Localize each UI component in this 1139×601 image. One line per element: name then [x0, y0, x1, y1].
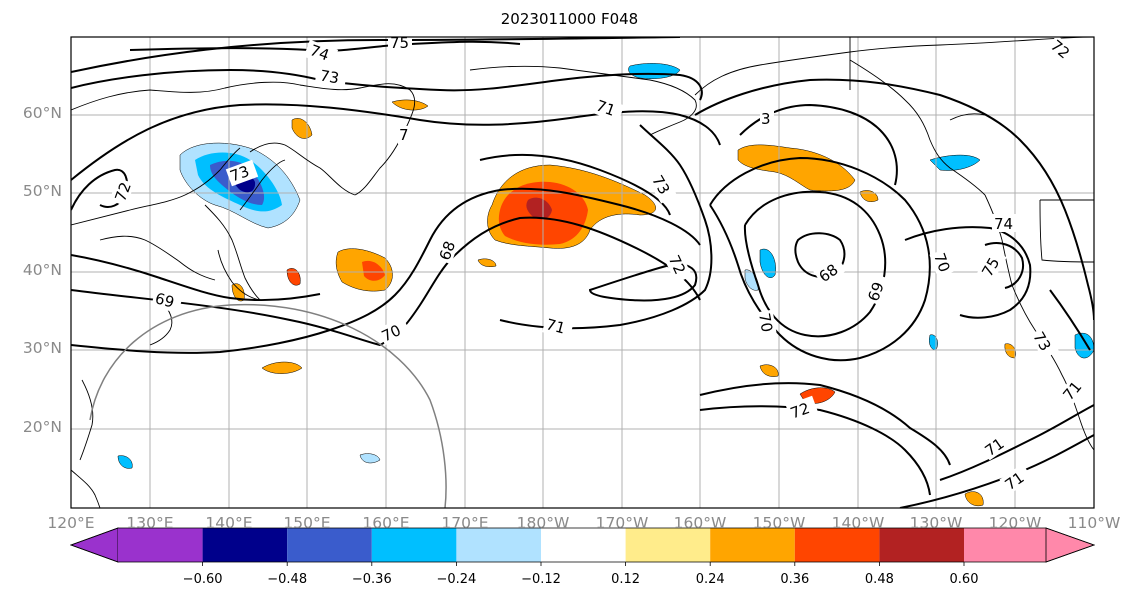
lon-label: 130°E: [126, 514, 174, 532]
lon-label: 150°W: [752, 514, 806, 532]
contour-label: 74: [308, 41, 332, 64]
contour-label: 73: [228, 162, 252, 185]
colorbar-tick-label: 0.60: [949, 572, 979, 587]
positive-shade: [964, 491, 984, 507]
negative-shade: [1074, 332, 1094, 359]
lon-label: 120°E: [47, 514, 95, 532]
colorbar-tick-label: −0.60: [182, 572, 223, 587]
contour-label: 69: [153, 289, 176, 311]
negative-shade: [929, 154, 981, 171]
positive-shade: [737, 144, 856, 192]
plot-frame: [70, 36, 1095, 509]
lon-label: 160°E: [362, 514, 410, 532]
lon-label: 110°W: [1067, 514, 1121, 532]
colorbar-tick-label: −0.48: [267, 572, 308, 587]
positive-shade: [362, 260, 385, 281]
contour-label: 7: [399, 126, 409, 144]
great-circle-arc: [89, 303, 447, 508]
colorbar-segment: [118, 528, 203, 562]
graticule: [71, 37, 1094, 508]
contour-label: 69: [864, 280, 887, 304]
colorbar-segment: [794, 528, 880, 562]
lon-label: 140°E: [205, 514, 253, 532]
contour-label: 72: [788, 399, 812, 422]
colorbar-tick-label: −0.36: [351, 572, 392, 587]
colorbar-tick-label: −0.12: [521, 572, 561, 587]
contour-label: 3: [761, 110, 771, 128]
colorbar-segment: [625, 528, 711, 562]
colorbar-outline: [69, 527, 1096, 563]
contour-label: 74: [994, 215, 1013, 233]
contour-label: 68: [436, 239, 459, 263]
lon-label: 140°W: [831, 514, 885, 532]
contour-label: 75: [390, 34, 409, 52]
positive-shade: [859, 190, 879, 202]
contour-labels: 75 74 73 72 70 73 71 3 73 68 72 71 68 69…: [109, 34, 1090, 495]
colorbar-tick-label: 0.24: [695, 572, 725, 587]
colorbar-tick-label: 0.48: [864, 572, 894, 587]
lon-label: 180°W: [516, 514, 570, 532]
lat-label: 20°N: [22, 418, 62, 436]
colorbar-tick-label: −0.24: [436, 572, 477, 587]
lon-label: 130°W: [909, 514, 963, 532]
contour-label: 70: [930, 251, 953, 275]
coastlines: [71, 37, 1094, 508]
lat-label: 30°N: [22, 339, 62, 357]
colorbar-segment: [879, 528, 964, 562]
negative-shade: [359, 453, 381, 464]
negative-shade: [117, 455, 133, 469]
colorbar: [69, 527, 1096, 566]
lat-label: 50°N: [22, 182, 62, 200]
colorbar-segment: [371, 528, 457, 562]
lon-label: 160°W: [673, 514, 727, 532]
contour-label: 71: [594, 96, 618, 119]
contour-label: 73: [319, 66, 341, 87]
map-title: 2023011000 F048: [500, 10, 639, 28]
negative-shade: [628, 63, 681, 79]
positive-shade: [261, 361, 303, 374]
positive-shade: [291, 118, 313, 139]
contour-label: 71: [544, 315, 567, 337]
lat-label: 60°N: [22, 104, 62, 122]
contour-lines: [71, 37, 1094, 508]
lat-label: 40°N: [22, 261, 62, 279]
lon-label: 150°E: [283, 514, 331, 532]
colorbar-segment: [541, 528, 626, 562]
lon-label: 170°W: [595, 514, 649, 532]
negative-shade: [759, 248, 776, 278]
contour-label: 72: [111, 180, 134, 204]
colorbar-segment: [202, 528, 288, 562]
positive-shade: [1004, 343, 1016, 359]
colorbar-tick-label: 0.12: [611, 572, 641, 587]
lon-label: 120°W: [988, 514, 1042, 532]
positive-shade: [477, 258, 497, 267]
colorbar-extend-low: [69, 527, 119, 563]
colorbar-segment: [287, 528, 372, 562]
lon-label: 170°E: [441, 514, 489, 532]
colorbar-segment: [456, 528, 541, 562]
colorbar-segment: [710, 528, 795, 562]
contour-label: 70: [755, 312, 776, 334]
positive-shade: [526, 197, 552, 220]
positive-shade: [286, 268, 301, 286]
colorbar-extend-high: [1045, 527, 1096, 563]
colorbar-tick-label: 0.36: [780, 572, 810, 587]
positive-shade: [391, 99, 429, 111]
colorbar-segment: [964, 528, 1046, 562]
positive-shade: [759, 364, 779, 377]
